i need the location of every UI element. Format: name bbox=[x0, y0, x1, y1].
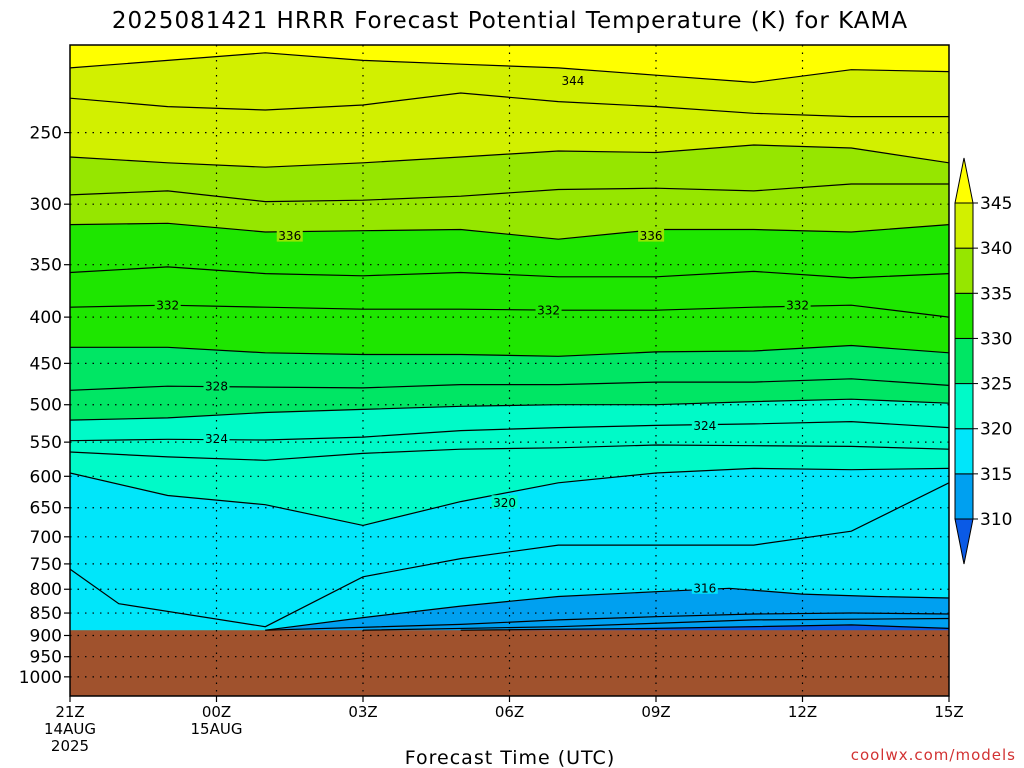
contour-label-332: 332 bbox=[537, 304, 560, 318]
contour-label-328: 328 bbox=[205, 380, 228, 394]
contour-340 bbox=[70, 144, 949, 168]
contour-label-bg bbox=[559, 73, 586, 87]
contour-label-336: 336 bbox=[640, 229, 663, 243]
colorbar-box-340 bbox=[954, 202, 974, 249]
colorbar-box-320 bbox=[954, 383, 974, 430]
contour-lines bbox=[70, 52, 949, 631]
y-tick-label-750: 750 bbox=[30, 555, 62, 575]
y-tick-label-250: 250 bbox=[30, 124, 62, 144]
x-tick-label-3-1: 15AUG bbox=[191, 720, 243, 738]
colorbar-label-320: 320 bbox=[980, 420, 1012, 440]
colorbar-arrow-top bbox=[954, 157, 974, 204]
contour-314 bbox=[265, 612, 949, 631]
colorbar-label-330: 330 bbox=[980, 329, 1012, 349]
colorbar: 310 315 320 325 330 335 340 345 bbox=[954, 157, 1012, 565]
y-tick-label-850: 850 bbox=[30, 604, 62, 624]
contour-label-332: 332 bbox=[786, 299, 809, 313]
y-tick-label-600: 600 bbox=[30, 467, 62, 487]
x-tick-label-15-0: 12Z bbox=[788, 703, 817, 721]
x-tick-label-18-0: 15Z bbox=[934, 703, 963, 721]
contour-336 bbox=[70, 222, 949, 240]
y-tick-label-300: 300 bbox=[30, 195, 62, 215]
contour-320 bbox=[70, 467, 949, 527]
colorbar-box-335 bbox=[954, 247, 974, 294]
contour-label-320: 320 bbox=[493, 496, 516, 510]
colorbar-label-315: 315 bbox=[980, 465, 1012, 485]
contour-label-324: 324 bbox=[693, 419, 716, 433]
x-tick-label-12-0: 09Z bbox=[641, 703, 670, 721]
y-tick-label-1000: 1000 bbox=[19, 668, 62, 688]
colorbar-label-335: 335 bbox=[980, 284, 1012, 304]
contour-338 bbox=[70, 183, 949, 203]
colorbar-label-345: 345 bbox=[980, 194, 1012, 214]
contour-310 bbox=[460, 624, 949, 631]
contour-334 bbox=[70, 266, 949, 279]
contour-label-bg bbox=[203, 379, 230, 393]
y-tick-label-950: 950 bbox=[30, 648, 62, 668]
contour-344 bbox=[70, 52, 949, 84]
x-tick-label-0-2: 2025 bbox=[51, 737, 89, 755]
y-tick-label-350: 350 bbox=[30, 256, 62, 276]
colorbar-box-310 bbox=[954, 473, 974, 520]
contour-label-bg bbox=[203, 431, 230, 445]
x-tick-label-0-0: 21Z bbox=[55, 703, 84, 721]
credit-text: coolwx.com/models bbox=[851, 746, 1016, 764]
x-tick-label-3-0: 00Z bbox=[202, 703, 231, 721]
contour-label-bg bbox=[535, 303, 562, 317]
colorbar-box-325 bbox=[954, 337, 974, 385]
x-tick-label-0-1: 14AUG bbox=[44, 720, 96, 738]
contour-326 bbox=[70, 398, 949, 421]
y-tick-label-550: 550 bbox=[30, 433, 62, 453]
contour-label-bg bbox=[276, 228, 303, 242]
colorbar-box-315 bbox=[954, 428, 974, 475]
y-tick-label-700: 700 bbox=[30, 528, 62, 548]
contour-318 bbox=[70, 482, 949, 628]
y-tick-label-450: 450 bbox=[30, 354, 62, 374]
ground-area bbox=[70, 630, 949, 696]
x-tick-label-6-0: 03Z bbox=[348, 703, 377, 721]
contour-322 bbox=[70, 444, 949, 461]
contour-labels: 344 336 336 332 332 332 328 324 324 320 316 bbox=[154, 73, 811, 595]
contour-label-bg bbox=[691, 580, 718, 594]
contour-342 bbox=[70, 92, 949, 118]
y-tick-label-800: 800 bbox=[30, 580, 62, 600]
contour-330 bbox=[70, 344, 949, 357]
contour-label-332: 332 bbox=[156, 299, 179, 313]
y-axis-ticks: 2503003504004505005506006507007508008509… bbox=[19, 124, 70, 688]
x-tick-label-9-0: 06Z bbox=[495, 703, 524, 721]
contour-label-bg bbox=[784, 298, 811, 312]
contour-label-336: 336 bbox=[278, 229, 301, 243]
contour-316 bbox=[265, 587, 949, 631]
contour-label-bg bbox=[638, 228, 665, 242]
contour-label-316: 316 bbox=[693, 581, 716, 595]
contour-label-bg bbox=[691, 418, 718, 432]
contour-label-324: 324 bbox=[205, 432, 228, 446]
colorbar-label-310: 310 bbox=[980, 510, 1012, 530]
contour-312 bbox=[362, 617, 949, 631]
colorbar-label-340: 340 bbox=[980, 239, 1012, 259]
contour-label-344: 344 bbox=[562, 74, 585, 88]
colorbar-arrow-bottom bbox=[954, 518, 974, 565]
y-tick-label-900: 900 bbox=[30, 626, 62, 646]
y-tick-label-400: 400 bbox=[30, 308, 62, 328]
contour-label-bg bbox=[154, 298, 181, 312]
y-tick-label-500: 500 bbox=[30, 396, 62, 416]
colorbar-box-330 bbox=[954, 292, 974, 339]
chart-title: 2025081421 HRRR Forecast Potential Tempe… bbox=[112, 8, 908, 34]
y-tick-label-650: 650 bbox=[30, 499, 62, 519]
contour-label-bg bbox=[491, 495, 518, 509]
ground-fill bbox=[70, 630, 949, 696]
colorbar-label-325: 325 bbox=[980, 375, 1012, 395]
x-axis-label: Forecast Time (UTC) bbox=[405, 747, 615, 768]
